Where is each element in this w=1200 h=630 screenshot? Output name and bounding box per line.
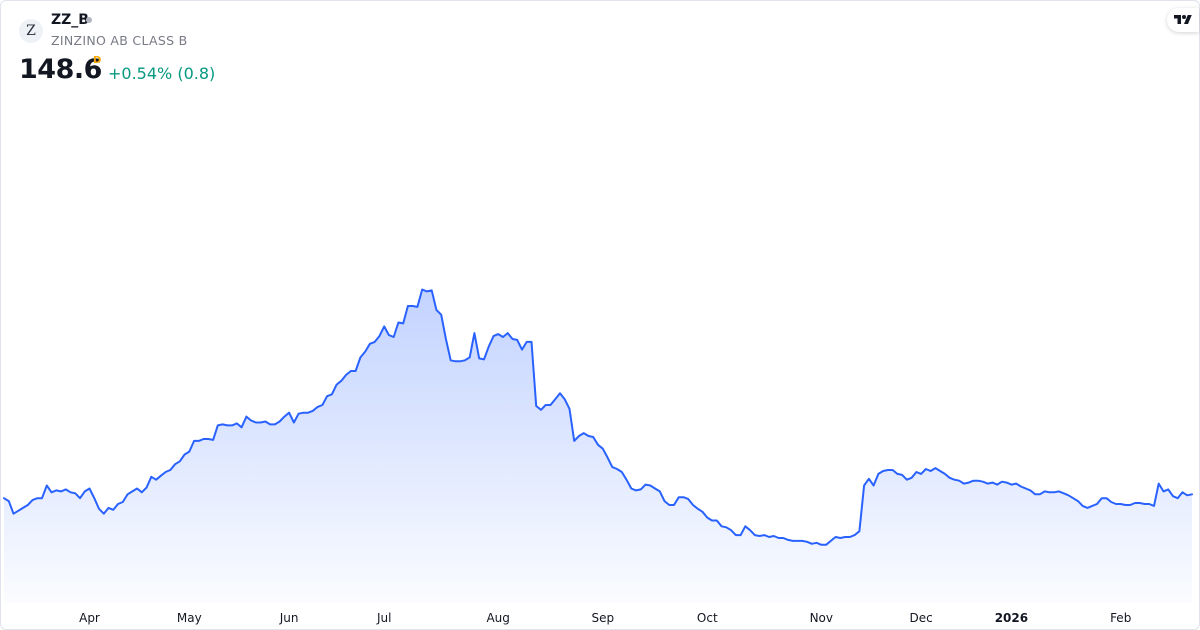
x-tick-label: Nov bbox=[810, 611, 833, 625]
price-change: +0.54% (0.8) bbox=[108, 64, 216, 83]
x-tick-label: May bbox=[177, 611, 202, 625]
time-axis: AprMayJunJulAugSepOctNovDec2026FebMar bbox=[79, 611, 1131, 625]
company-name: ZINZINO AB CLASS B bbox=[51, 33, 188, 48]
x-tick-label: Sep bbox=[591, 611, 614, 625]
x-tick-label: Feb bbox=[1110, 611, 1131, 625]
tradingview-icon bbox=[1174, 15, 1192, 24]
market-status-dot bbox=[86, 17, 92, 23]
logo-letter: Z bbox=[26, 23, 36, 39]
x-tick-label: Oct bbox=[697, 611, 718, 625]
x-tick-label: Apr bbox=[79, 611, 100, 625]
x-tick-label: Dec bbox=[909, 611, 932, 625]
interval-badge: D bbox=[93, 55, 102, 66]
x-tick-label: 2026 bbox=[995, 611, 1028, 625]
tradingview-logo-button[interactable] bbox=[1167, 8, 1199, 32]
price-line bbox=[3, 288, 1193, 546]
company-logo: Z bbox=[19, 19, 43, 43]
price-area-fill bbox=[4, 289, 1192, 603]
x-tick-label: Jul bbox=[376, 611, 391, 625]
x-tick-label: Jun bbox=[279, 611, 299, 625]
ticker-symbol[interactable]: ZZ_B bbox=[51, 12, 89, 28]
last-price: 148.6 bbox=[19, 54, 102, 85]
x-tick-label: Aug bbox=[486, 611, 509, 625]
